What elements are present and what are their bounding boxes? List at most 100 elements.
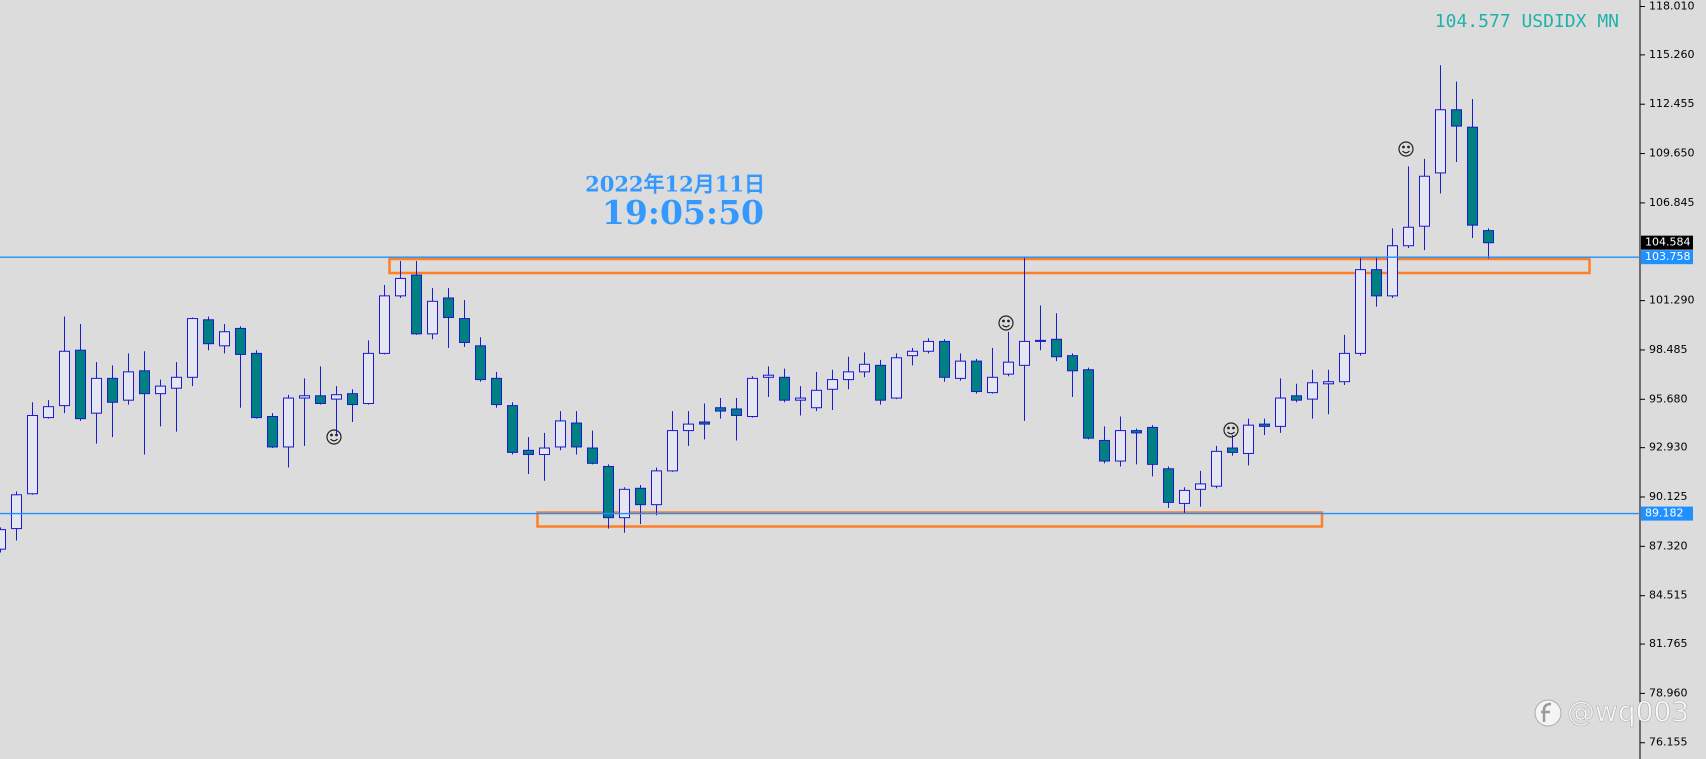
candle-body [1099,439,1110,462]
candle-body [1483,230,1494,244]
y-tick-label: 112.455 [1649,97,1695,110]
candle-body [715,407,726,412]
candle-body [875,364,886,401]
candle-body [251,352,262,419]
candle-body [27,414,38,495]
candle-body [1467,126,1478,226]
candle-body [955,360,966,379]
candle-body [395,277,406,297]
candle-body [1259,423,1270,427]
y-tick-label: 115.260 [1649,48,1695,61]
candle-body [699,421,710,425]
candle-body [683,423,694,432]
candle-body [1067,355,1078,372]
candle-body [779,376,790,401]
candle-body [555,420,566,448]
watermark-logo [1534,699,1562,727]
candle-body [11,494,22,530]
watermark: @wq003 [1567,695,1689,728]
support-zone [536,511,1324,528]
y-tick-label: 90.125 [1649,490,1688,503]
candle-body [1195,483,1206,490]
y-tick-label: 101.290 [1649,294,1695,307]
candle-body [667,430,678,472]
candle-body [379,295,390,354]
candle-body [1003,361,1014,375]
level-label: 103.758 [1645,250,1691,263]
candle-body [331,394,342,400]
candle-body [1339,352,1350,383]
y-tick-label: 87.320 [1649,539,1688,552]
candle-body [1211,450,1222,487]
candle-body [1403,226,1414,247]
candle-body [91,377,102,414]
candle-body [203,319,214,345]
candle-body [1419,175,1430,227]
candle-body [843,371,854,381]
candle-body [1275,397,1286,427]
candle-body [971,360,982,393]
candle-body [59,350,70,407]
candle-body [1083,369,1094,439]
candle-body [827,379,838,390]
candle-body [1355,269,1366,354]
candle-body [267,416,278,448]
level-label: 89.182 [1645,507,1684,520]
candle-body [1387,245,1398,297]
candle-body [1451,109,1462,127]
candle-body [651,470,662,506]
candle-body [155,385,166,395]
candle-body [859,363,870,373]
current-price-tag [1641,235,1693,250]
y-tick-label: 76.155 [1649,736,1688,749]
candle-body [219,331,230,347]
candle-body [427,300,438,335]
candle-body [1163,468,1174,503]
candle-body [171,376,182,389]
candle-body [75,349,86,420]
resistance-zone [388,257,1591,275]
candle-body [283,397,294,448]
candle-body [1371,269,1382,297]
date-text: 2022年12月11日 [585,172,765,197]
candle-body [43,406,54,419]
current-price-label: 104.584 [1645,236,1691,249]
candle-body [523,449,534,456]
candle-body [1307,382,1318,400]
candle-body [1227,447,1238,453]
candle-body [603,465,614,519]
candle-body [235,327,246,355]
y-tick-label: 109.650 [1649,147,1695,160]
candle-body [571,422,582,448]
candle-body [1291,395,1302,401]
candle-body [1019,340,1030,366]
candle-body [907,350,918,357]
candle-body [1035,339,1046,342]
candle-body [347,393,358,406]
y-tick-label: 95.680 [1649,392,1688,405]
candle-body [299,395,310,399]
y-tick-label: 98.485 [1649,343,1688,356]
candles [0,65,1494,553]
candle-body [539,447,550,456]
y-tick-label: 106.845 [1649,196,1695,209]
level-tag [1641,506,1693,521]
candle-body [923,340,934,352]
candle-body [1115,430,1126,462]
candle-body [107,377,118,403]
candle-body [891,357,902,399]
candle-body [1435,109,1446,174]
candle-body [939,340,950,378]
candle-body [635,487,646,506]
chart-title: 104.577 USDIDX MN [1435,11,1619,32]
candle-body [987,376,998,394]
candle-body [763,374,774,378]
candle-body [747,377,758,418]
candle-body [1179,489,1190,504]
candle-body [363,352,374,405]
y-tick-label: 84.515 [1649,589,1688,602]
y-tick-label: 118.010 [1649,0,1695,13]
candle-body [619,488,630,519]
candle-body [811,389,822,409]
